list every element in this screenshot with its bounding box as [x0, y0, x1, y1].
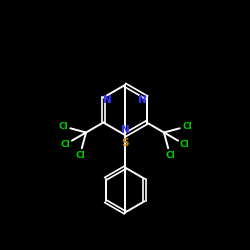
Text: Cl: Cl — [165, 151, 175, 160]
Text: N: N — [120, 126, 130, 136]
Text: Cl: Cl — [180, 140, 190, 149]
Text: Cl: Cl — [75, 151, 85, 160]
Text: Cl: Cl — [182, 122, 192, 131]
Text: Cl: Cl — [58, 122, 68, 131]
Text: N: N — [138, 95, 147, 105]
Text: S: S — [121, 138, 129, 147]
Text: Cl: Cl — [60, 140, 70, 149]
Text: N: N — [103, 95, 112, 105]
